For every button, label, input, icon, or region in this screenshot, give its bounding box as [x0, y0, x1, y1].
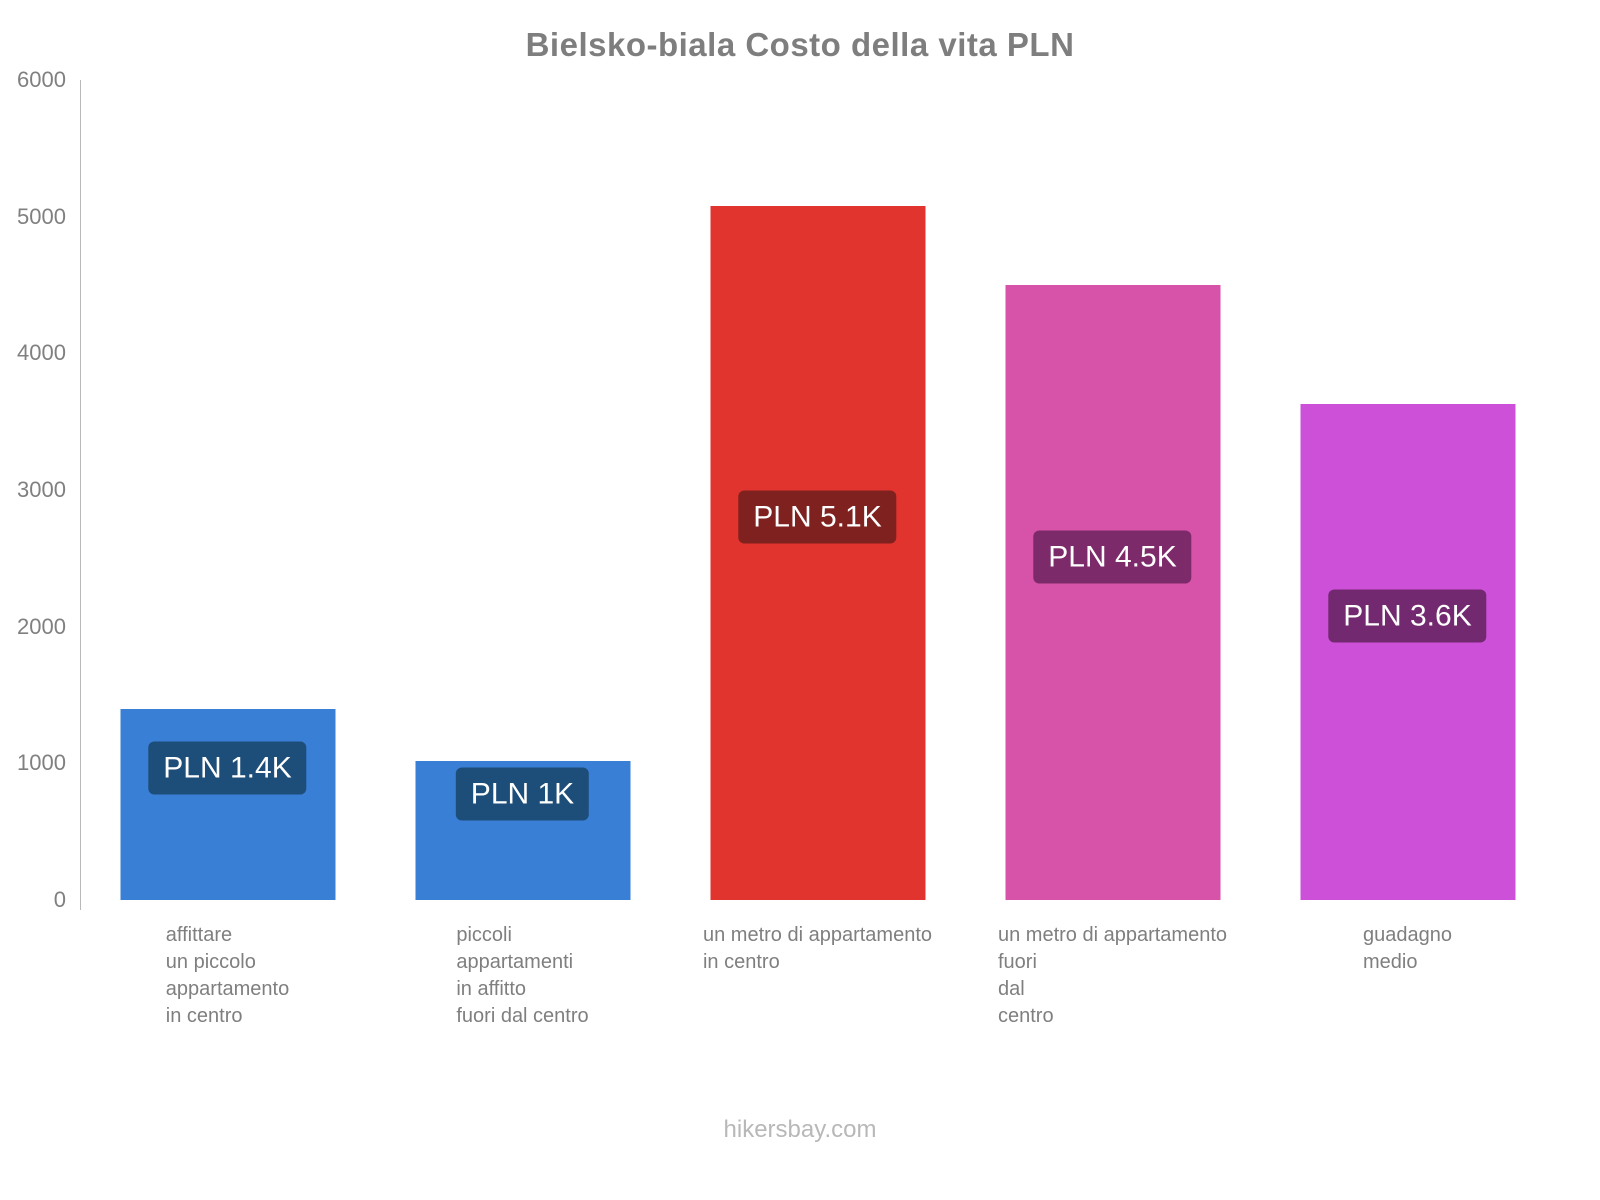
bars-container: PLN 1.4K affittare un piccolo appartamento i…	[80, 80, 1555, 1027]
value-badge-0: PLN 1.4K	[148, 741, 307, 795]
category-label-line: un metro di appartamento	[702, 924, 933, 946]
plot-area: 0 1000 2000 3000 4000 5000 6000 PLN 1.4K affitt…	[17, 67, 1555, 1027]
category-label-line: dal	[997, 978, 1025, 1000]
y-tick-label-2000: 2000	[17, 613, 66, 639]
category-label-0: affittare un piccolo appartamento in centro	[166, 922, 289, 1030]
value-badge-1: PLN 1K	[455, 767, 590, 821]
y-tick-label-4000: 4000	[17, 340, 66, 366]
category-label-line: un metro di appartamento	[997, 924, 1228, 946]
category-label-line: in centro	[165, 1005, 243, 1027]
y-tick-label-3000: 3000	[17, 477, 66, 502]
category-label-line: appartamento	[165, 978, 290, 1000]
y-tick-label-0: 0	[53, 887, 66, 912]
bar-group-2: PLN 5.1K un metro di appartamento in centr…	[670, 80, 965, 973]
category-label-2: un metro di appartamento in centro	[703, 922, 932, 976]
category-label-1: piccoli appartamenti in affitto fuori dal c…	[456, 922, 588, 1030]
category-label-line: fuori	[997, 951, 1037, 973]
category-label-line: in centro	[702, 951, 780, 973]
value-badge-2: PLN 5.1K	[738, 490, 897, 544]
bar-group-3: PLN 4.5K un metro di appartamento fuori dal…	[965, 80, 1260, 1027]
category-label-3: un metro di appartamento fuori dal centro	[998, 922, 1227, 1030]
bar-group-0: PLN 1.4K affittare un piccolo appartamento i…	[80, 80, 375, 1027]
category-label-line: appartamenti	[456, 951, 574, 973]
category-label-line: fuori dal centro	[456, 1005, 589, 1027]
value-badge-4: PLN 3.6K	[1328, 589, 1487, 643]
bar-1[interactable]: PLN 1K	[415, 760, 630, 900]
y-axis-line	[80, 80, 81, 910]
y-tick-label-6000: 6000	[17, 67, 66, 92]
y-tick-label-5000: 5000	[17, 203, 66, 229]
y-axis-tick-labels: 0 1000 2000 3000 4000 5000 6000	[17, 67, 1555, 912]
y-tick-label-1000: 1000	[17, 750, 66, 776]
category-label-line: centro	[997, 1005, 1054, 1027]
bar-2[interactable]: PLN 5.1K	[710, 205, 925, 900]
category-label-line: piccoli	[456, 924, 512, 946]
chart-title: Bielsko-biala Costo della vita PLN	[525, 26, 1075, 63]
watermark-text: hikersbay.com	[723, 1116, 877, 1143]
bar-3[interactable]: PLN 4.5K	[1005, 285, 1220, 900]
category-label-line: un piccolo	[165, 951, 256, 973]
bar-0[interactable]: PLN 1.4K	[120, 708, 335, 900]
category-label-line: guadagno	[1363, 924, 1452, 946]
category-label-line: in affitto	[456, 978, 527, 1000]
bar-group-4: PLN 3.6K guadagno medio	[1260, 80, 1555, 973]
bar-group-1: PLN 1K piccoli appartamenti in affitto fuori…	[375, 80, 670, 1027]
category-label-line: affittare	[165, 924, 233, 946]
category-label-4: guadagno medio	[1363, 922, 1452, 976]
bar-4[interactable]: PLN 3.6K	[1300, 403, 1515, 900]
category-label-line: medio	[1363, 951, 1418, 973]
value-badge-3: PLN 4.5K	[1033, 530, 1192, 583]
